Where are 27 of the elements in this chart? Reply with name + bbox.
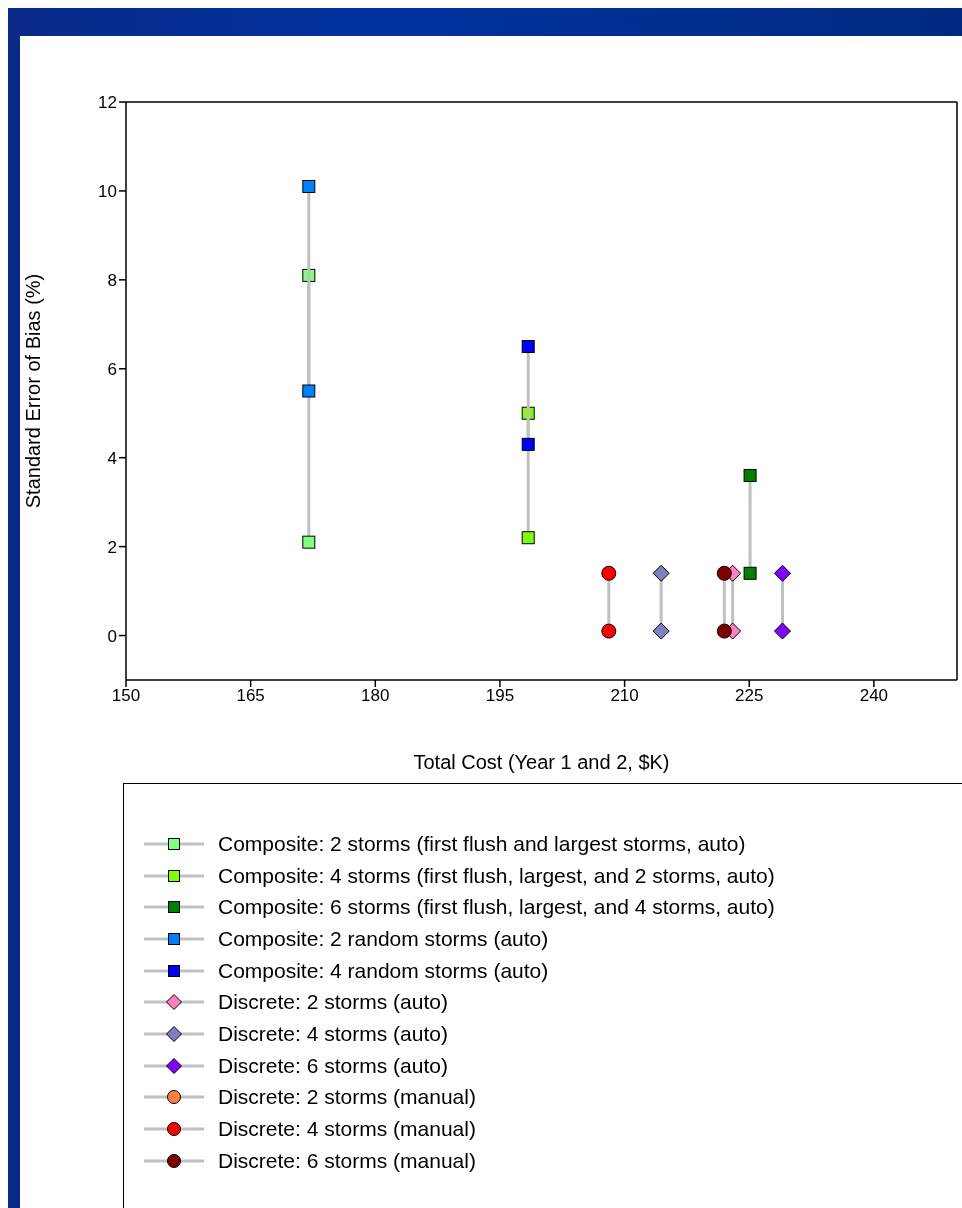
y-tick-label: 0	[107, 626, 117, 646]
legend-label: Composite: 2 random storms (auto)	[218, 926, 549, 951]
legend-label: Discrete: 2 storms (manual)	[218, 1085, 476, 1110]
x-tick-label: 210	[610, 686, 639, 706]
x-tick-label: 195	[485, 686, 515, 706]
x-tick-label: 180	[361, 686, 390, 706]
x-tick-label: 225	[735, 686, 764, 706]
y-tick-label: 6	[107, 359, 117, 379]
x-tick-label: 150	[111, 686, 141, 706]
legend-label: Discrete: 4 storms (manual)	[218, 1117, 476, 1142]
y-tick-label: 12	[98, 93, 117, 113]
legend-label: Discrete: 6 storms (manual)	[218, 1148, 476, 1173]
x-axis-title: Total Cost (Year 1 and 2, $K)	[413, 751, 670, 773]
legend-label: Discrete: 2 storms (auto)	[218, 990, 448, 1015]
y-tick-label: 8	[107, 270, 117, 290]
y-tick-label: 10	[98, 181, 117, 201]
legend-label: Discrete: 6 storms (auto)	[218, 1053, 448, 1078]
x-tick-label: 240	[859, 686, 889, 706]
y-tick-label: 4	[107, 448, 117, 468]
legend-label: Composite: 4 random storms (auto)	[218, 958, 549, 983]
legend-label: Composite: 6 storms (first flush, largest, and 4 storms, auto)	[218, 895, 775, 920]
y-axis-title: Standard Error of Bias (%)	[22, 273, 45, 509]
legend-label: Composite: 4 storms (first flush, largest, and 2 storms, auto)	[218, 863, 775, 888]
legend-label: Discrete: 4 storms (auto)	[218, 1021, 448, 1046]
y-tick-label: 2	[107, 537, 117, 557]
legend-label: Composite: 2 storms (first flush and largest storms, auto)	[218, 831, 746, 856]
x-tick-label: 165	[236, 686, 265, 706]
